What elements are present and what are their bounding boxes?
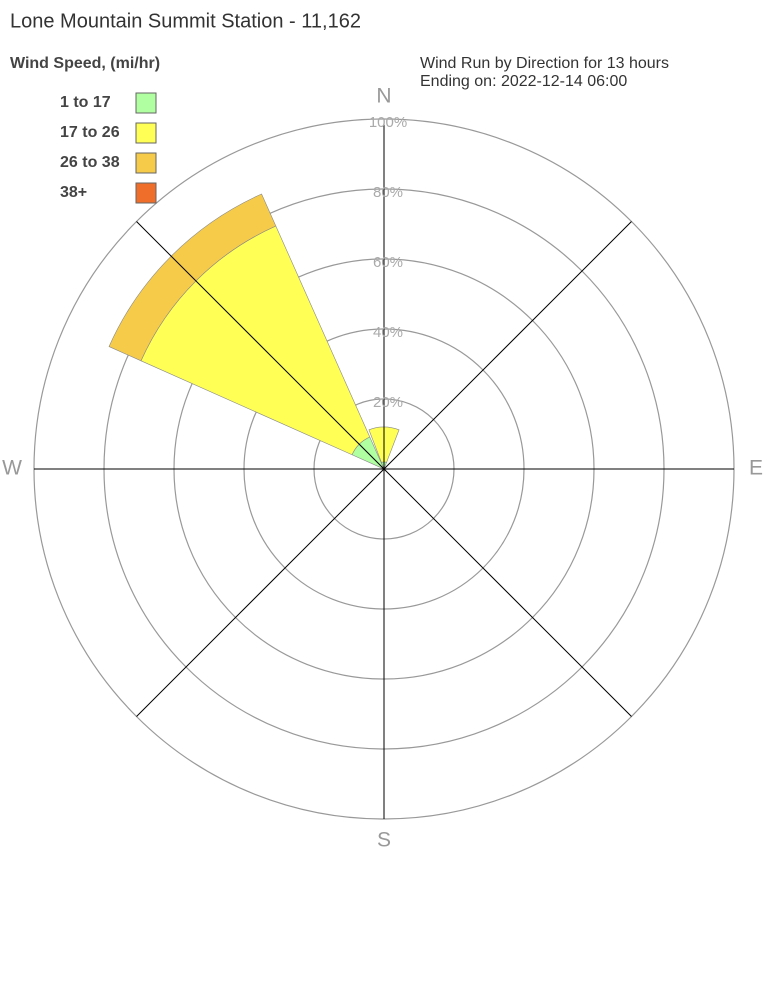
spoke [383,468,632,717]
legend-label: 26 to 38 [60,154,120,171]
compass-label: S [377,829,391,852]
legend-swatch [135,92,157,114]
legend-title: Wind Speed, (mi/hr) [10,55,160,72]
ring-label: 80% [373,184,403,201]
compass-label: E [749,457,763,480]
spoke [136,221,385,470]
compass-label: N [376,85,391,108]
ring-label: 60% [373,254,403,271]
ring-label: 20% [373,394,403,411]
legend-label: 38+ [60,184,87,201]
ring-label: 40% [373,324,403,341]
legend-swatch [135,122,157,144]
spoke [383,221,632,470]
ring-label: 100% [369,114,407,131]
chart-subtitle: Wind Run by Direction for 13 hours [420,55,669,72]
legend-swatch [135,182,157,204]
chart-title: Lone Mountain Summit Station - 11,162 [10,10,361,32]
legend-label: 17 to 26 [60,124,120,141]
legend-label: 1 to 17 [60,94,111,111]
compass-label: W [2,457,22,480]
legend-swatch [135,152,157,174]
chart-subtitle: Ending on: 2022-12-14 06:00 [420,73,627,90]
spoke [136,468,385,717]
